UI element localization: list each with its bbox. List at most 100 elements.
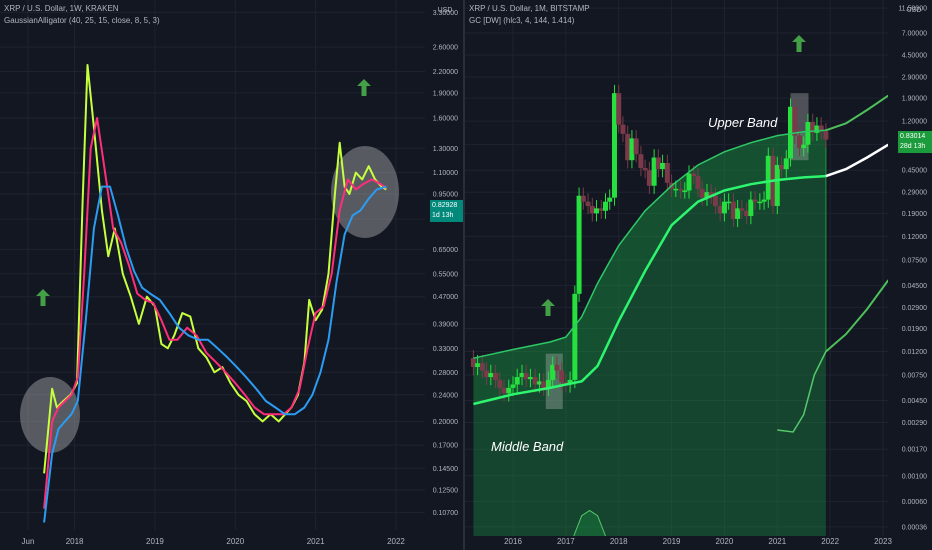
left-y-tick-label: 3.30000 [433,10,458,17]
right-candle-body [470,358,476,368]
left-y-tick-label: 1.10000 [433,170,458,177]
right-candle-body [660,162,666,170]
right-candle-body [580,195,586,202]
right-candle-body [761,199,767,202]
right-candle-body [545,379,551,388]
right-candle-body [523,373,529,380]
right-lower-projection-line [825,279,890,353]
right-candle-body [721,201,727,214]
right-price-axis [888,0,932,550]
right-chart-pane[interactable]: Upper Band Middle Band USD 11.50000 7.00000 4… [465,0,932,550]
right-candle-body [796,135,802,149]
right-candle-body [810,122,816,133]
right-candle-body [633,138,639,155]
right-x-tick-label: 2020 [716,537,734,546]
right-candle-body [541,381,547,388]
right-candle-body [788,106,793,159]
right-candle-body [814,125,820,133]
left-y-tick-label: 0.17000 [433,443,458,450]
left-y-tick-label: 1.60000 [433,115,458,122]
left-y-tick-label: 0.20000 [433,419,458,426]
right-candle-body [686,173,692,191]
left-chart-pane[interactable]: USD 3.30000 2.60000 2.20000 1.90000 1.60000 1.… [0,0,463,550]
right-y-tick-label: 1.20000 [902,119,927,126]
right-candle-body [783,158,789,170]
left-y-tick-label: 0.55000 [433,271,458,278]
right-candle-body [673,188,679,191]
left-y-tick-label: 0.14500 [433,466,458,473]
right-last-price-value: 0.83014 [900,133,926,140]
right-upper-projection-line [825,94,889,132]
right-middle-band-annotation: Middle Band [491,439,564,454]
right-candle-body [603,201,608,211]
right-upper-band-line [473,129,826,359]
left-y-tick-label: 0.28000 [433,370,458,377]
right-candle-body [519,373,525,378]
right-candle-body [801,144,807,149]
right-x-tick-label: 2021 [768,537,786,546]
right-band-fill [473,130,826,537]
right-up-arrow [792,35,806,52]
left-last-price-value: 0.82928 [432,202,458,209]
right-candle-body [765,155,771,200]
left-indicator-label: GaussianAlligator (40, 25, 15, close, 8,… [4,16,160,25]
right-candle-body [493,373,499,380]
left-y-tick-label: 2.20000 [433,69,458,76]
right-x-tick-label: 2019 [663,537,681,546]
right-y-tick-label: 0.45000 [902,168,927,175]
left-last-price-label: 0.82928 1d 13h [430,200,463,222]
right-x-tick-label: 2022 [821,537,839,546]
right-indicator-label: GC [DW] (hlc3, 4, 144, 1.414) [469,16,575,25]
left-x-tick-label: 2019 [146,537,164,546]
right-candle-body [646,170,652,186]
right-candle-body [704,192,710,198]
right-y-tick-label: 0.00170 [902,447,927,454]
right-candle-body [629,138,635,161]
right-last-price-countdown: 28d 13h [900,143,926,150]
right-candle-body [506,387,512,394]
right-candle-body [475,363,481,368]
right-y-tick-label: 0.12000 [902,234,927,241]
right-candle-body [554,364,560,371]
right-candle-body [550,364,556,380]
left-y-tick-label: 0.33000 [433,346,458,353]
right-y-tick-label: 4.50000 [902,53,927,60]
right-y-tick-label: 0.19000 [902,211,927,218]
right-candle-body [501,387,507,394]
left-y-tick-label: 0.39000 [433,321,458,328]
right-candle-body [527,377,533,380]
left-y-tick-label: 0.65000 [433,247,458,254]
right-candle-body [774,164,780,207]
left-up-arrow [36,289,50,306]
right-last-price-label: 0.83014 28d 13h [898,131,932,153]
left-y-tick-label: 0.95000 [433,192,458,199]
right-candle-body [730,201,736,219]
right-candle-body [479,363,485,371]
right-candle-body [567,379,573,385]
right-candle-body [536,381,542,385]
right-upper-band-annotation: Upper Band [708,115,778,130]
right-candle-body [607,197,613,202]
left-price-axis [425,0,463,550]
left-x-tick-label: 2021 [307,537,325,546]
right-candle-body [638,154,644,169]
right-y-tick-label: 7.00000 [902,30,927,37]
right-x-tick-label: 2023 [874,537,892,546]
right-y-tick-label: 0.00060 [902,499,927,506]
pane-divider[interactable] [463,0,465,550]
right-candle-body [779,164,785,170]
right-y-tick-label: 0.00100 [902,473,927,480]
right-candle-body [691,173,697,177]
right-candle-body [484,370,490,378]
right-middle-projection-line [825,143,889,178]
right-candle-body [757,201,763,204]
left-y-tick-label: 1.90000 [433,90,458,97]
right-x-tick-label: 2018 [610,537,628,546]
right-lower-band-line [777,351,827,433]
right-candle-body [514,377,520,385]
right-candle-body [594,208,600,214]
right-candle-body [497,379,503,388]
left-x-tick-label: Jun [22,537,35,546]
